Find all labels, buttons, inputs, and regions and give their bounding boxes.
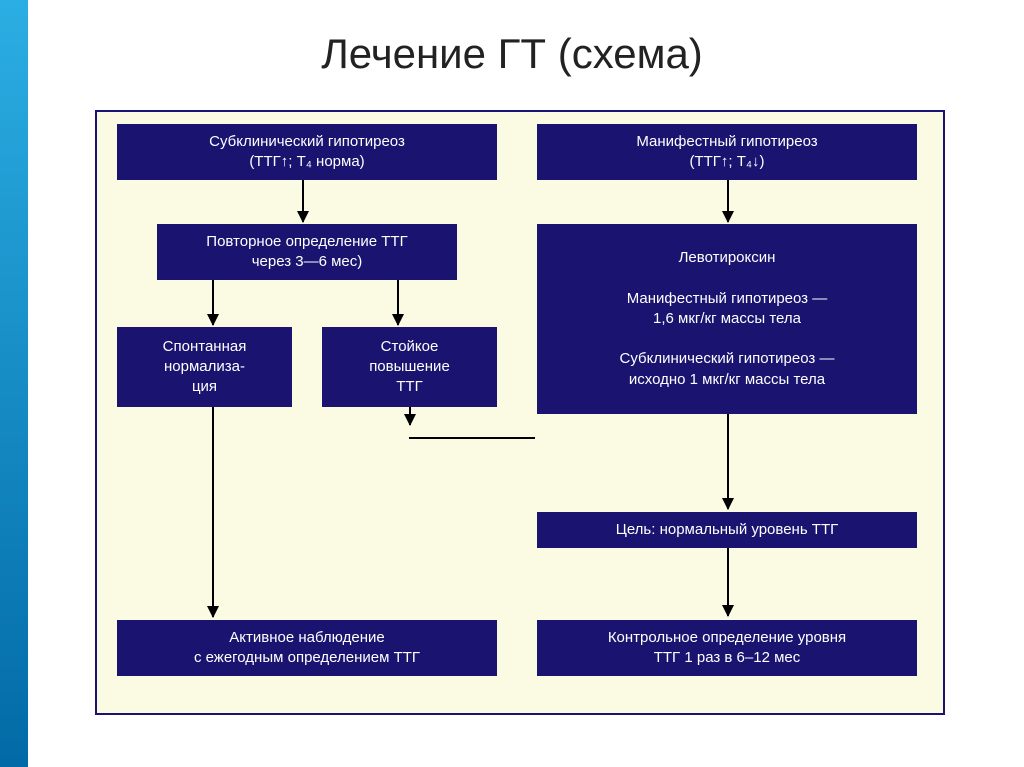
arrow [397, 280, 399, 325]
node-goal: Цель: нормальный уровень ТТГ [537, 512, 917, 548]
node-label: Активное наблюдениес ежегодным определен… [194, 628, 420, 669]
page-title: Лечение ГТ (схема) [0, 30, 1024, 78]
node-label: Цель: нормальный уровень ТТГ [616, 520, 839, 540]
node-spontaneous: Спонтаннаянормализа-ция [117, 327, 292, 407]
node-levothyroxine: ЛевотироксинМанифестный гипотиреоз —1,6 … [537, 224, 917, 414]
node-active-monitor: Активное наблюдениес ежегодным определен… [117, 620, 497, 676]
arrow [302, 180, 304, 222]
node-label: ЛевотироксинМанифестный гипотиреоз —1,6 … [620, 248, 835, 390]
arrow [727, 414, 729, 509]
node-label: Субклинический гипотиреоз(ТТГ↑; Т₄ норма… [209, 132, 405, 173]
arrow [727, 548, 729, 616]
node-control: Контрольное определение уровняТТГ 1 раз … [537, 620, 917, 676]
accent-sidebar [0, 0, 28, 767]
node-label: Повторное определение ТТГчерез 3—6 мес) [206, 232, 407, 273]
node-label: Спонтаннаянормализа-ция [163, 337, 247, 398]
node-manifest: Манифестный гипотиреоз(ТТГ↑; Т₄↓) [537, 124, 917, 180]
arrow [212, 407, 214, 617]
connector [409, 437, 535, 439]
node-persistent: СтойкоеповышениеТТГ [322, 327, 497, 407]
arrow [409, 407, 411, 425]
arrow [727, 180, 729, 222]
node-label: Контрольное определение уровняТТГ 1 раз … [608, 628, 846, 669]
node-label: Манифестный гипотиреоз(ТТГ↑; Т₄↓) [636, 132, 817, 173]
node-subclinical: Субклинический гипотиреоз(ТТГ↑; Т₄ норма… [117, 124, 497, 180]
node-repeat-tsh: Повторное определение ТТГчерез 3—6 мес) [157, 224, 457, 280]
flowchart-canvas: Субклинический гипотиреоз(ТТГ↑; Т₄ норма… [95, 110, 945, 715]
arrow [212, 280, 214, 325]
node-label: СтойкоеповышениеТТГ [369, 337, 450, 398]
